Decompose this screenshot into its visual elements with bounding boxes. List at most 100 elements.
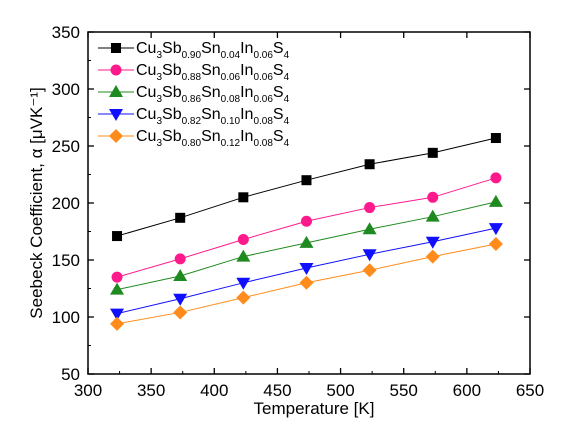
data-point — [236, 249, 251, 262]
legend-label-part: 0.82 — [182, 116, 202, 127]
legend-label: Cu3Sb0.80Sn0.12In0.08S4 — [136, 128, 290, 149]
legend-label-part: Sb — [162, 62, 182, 79]
y-tick-label: 150 — [52, 251, 80, 270]
x-tick-label: 650 — [516, 381, 544, 400]
data-point — [490, 133, 501, 144]
legend-label-part: 3 — [156, 94, 162, 105]
legend-marker — [111, 43, 121, 53]
legend-marker — [109, 129, 123, 143]
data-point — [299, 275, 314, 290]
data-point — [173, 268, 188, 281]
x-tick-label: 350 — [137, 381, 165, 400]
series-line — [116, 177, 497, 278]
data-point — [174, 253, 186, 265]
y-tick-label: 300 — [52, 80, 80, 99]
legend: Cu3Sb0.90Sn0.04In0.06S4Cu3Sb0.88Sn0.06In… — [98, 40, 290, 149]
x-tick-label: 450 — [263, 381, 291, 400]
data-point — [425, 236, 440, 249]
legend-label-part: S — [273, 62, 284, 79]
data-point — [364, 159, 375, 170]
data-point — [490, 172, 502, 184]
data-point — [299, 235, 314, 248]
legend-label: Cu3Sb0.90Sn0.04In0.06S4 — [136, 40, 290, 61]
data-point — [300, 215, 312, 227]
legend-label-part: 0.08 — [253, 116, 273, 127]
x-tick-label: 400 — [200, 381, 228, 400]
data-point — [236, 277, 251, 290]
x-tick-label: 550 — [390, 381, 418, 400]
legend-label-part: 0.06 — [221, 72, 241, 83]
legend-label-part: S — [273, 84, 284, 101]
legend-label-part: Sb — [162, 40, 182, 57]
data-point — [110, 308, 125, 321]
legend-label-part: S — [273, 40, 284, 57]
data-point — [364, 202, 376, 214]
legend-label-part: 4 — [284, 138, 290, 149]
legend-label-part: Sn — [201, 62, 221, 79]
legend-label-part: 0.90 — [182, 50, 202, 61]
legend-label-part: In — [240, 84, 253, 101]
legend-label: Cu3Sb0.88Sn0.06In0.06S4 — [136, 62, 290, 83]
legend-label-part: Sb — [162, 106, 182, 123]
axes-layer: 300 350 400 450 500 550 600 6505010015020025030… — [52, 23, 545, 400]
legend-label-part: In — [240, 62, 253, 79]
series-2 — [111, 172, 502, 283]
y-tick-label: 100 — [52, 308, 80, 327]
data-point — [238, 192, 249, 203]
data-point — [299, 262, 314, 275]
legend-label-part: Sn — [201, 84, 221, 101]
legend-label-part: 3 — [156, 72, 162, 83]
legend-label-part: 0.06 — [253, 72, 273, 83]
legend-label-part: 0.10 — [221, 116, 241, 127]
legend-label-part: 3 — [156, 116, 162, 127]
legend-label-part: In — [240, 106, 253, 123]
data-point — [362, 249, 377, 262]
y-tick-label: 250 — [52, 137, 80, 156]
legend-label-part: Sn — [201, 128, 221, 145]
data-point — [362, 222, 377, 235]
series-5 — [110, 237, 503, 331]
data-point — [110, 282, 125, 295]
legend-label-part: Sb — [162, 128, 182, 145]
legend-label-part: 4 — [284, 116, 290, 127]
legend-label-part: 0.06 — [253, 94, 273, 105]
data-point — [110, 316, 125, 331]
data-point — [112, 231, 123, 242]
series-3 — [110, 194, 503, 295]
data-point — [173, 293, 188, 306]
legend-label-part: In — [240, 40, 253, 57]
data-point — [111, 271, 123, 283]
legend-label-part: 0.08 — [221, 94, 241, 105]
y-tick-label: 350 — [52, 23, 80, 42]
legend-label-part: Sb — [162, 84, 182, 101]
legend-label: Cu3Sb0.82Sn0.10In0.08S4 — [136, 106, 290, 127]
data-point — [488, 237, 503, 252]
legend-label-part: 0.04 — [221, 50, 241, 61]
legend-label-part: 4 — [284, 50, 290, 61]
legend-label-part: 0.06 — [253, 50, 273, 61]
series-1 — [112, 133, 501, 242]
legend-label-part: Cu — [136, 128, 156, 145]
y-tick-label: 50 — [61, 365, 80, 384]
legend-entry: Cu3Sb0.82Sn0.10In0.08S4 — [98, 106, 290, 127]
data-point — [425, 209, 440, 222]
legend-label-part: In — [240, 128, 253, 145]
legend-entry: Cu3Sb0.90Sn0.04In0.06S4 — [98, 40, 290, 61]
data-point — [175, 212, 186, 223]
legend-label-part: Sn — [201, 40, 221, 57]
data-point — [488, 194, 503, 207]
legend-label-part: 0.12 — [221, 138, 241, 149]
data-point — [362, 263, 377, 278]
data-point — [173, 305, 188, 320]
legend-label-part: 0.80 — [182, 138, 202, 149]
legend-marker — [109, 109, 123, 121]
legend-label-part: Cu — [136, 84, 156, 101]
legend-label-part: 3 — [156, 138, 162, 149]
y-tick-label: 200 — [52, 194, 80, 213]
data-point — [301, 175, 312, 186]
legend-entry: Cu3Sb0.86Sn0.08In0.06S4 — [98, 84, 290, 105]
legend-entry: Cu3Sb0.80Sn0.12In0.08S4 — [98, 128, 290, 149]
series-4 — [110, 223, 503, 321]
data-point — [237, 233, 249, 245]
